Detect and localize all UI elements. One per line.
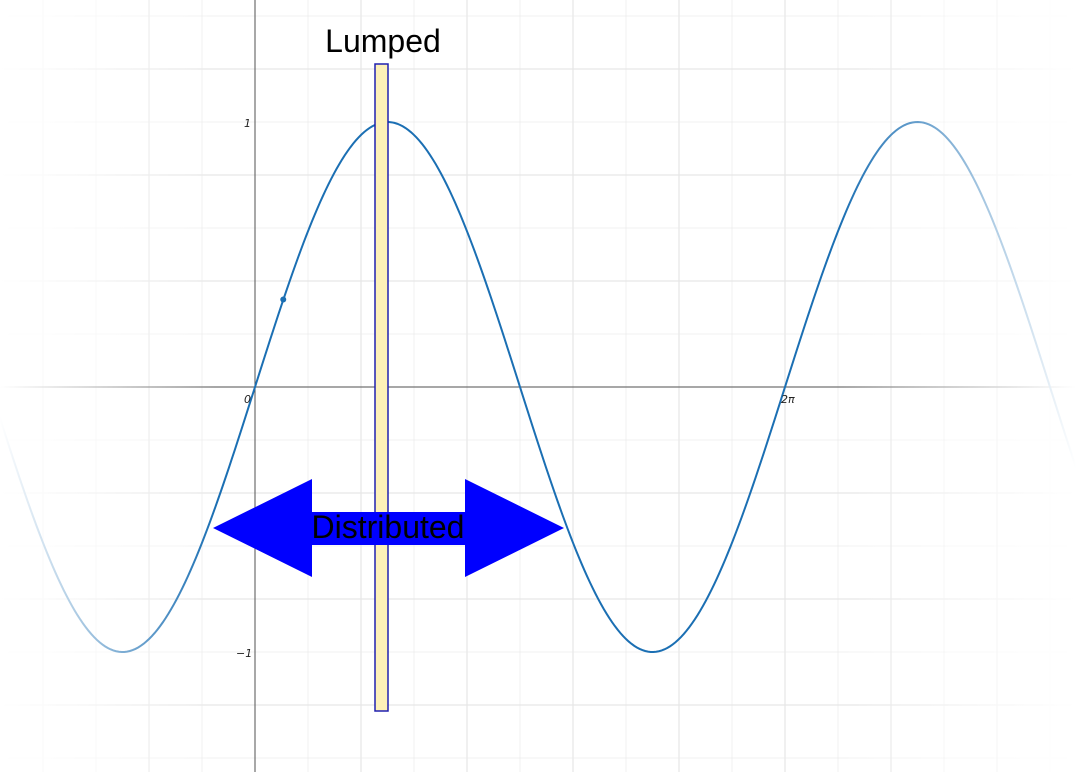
distributed-double-arrow [213, 479, 564, 577]
y-tick-label-minus-one: −1 [236, 647, 252, 660]
lumped-label: Lumped [325, 23, 441, 59]
distributed-label: Distributed [312, 509, 465, 545]
curve-point-marker [280, 296, 287, 303]
x-tick-label-zero: 0 [244, 393, 251, 406]
y-tick-label-one: 1 [244, 117, 251, 130]
lumped-element-bar [374, 63, 389, 712]
x-tick-label-two-pi: 2π [781, 393, 795, 406]
